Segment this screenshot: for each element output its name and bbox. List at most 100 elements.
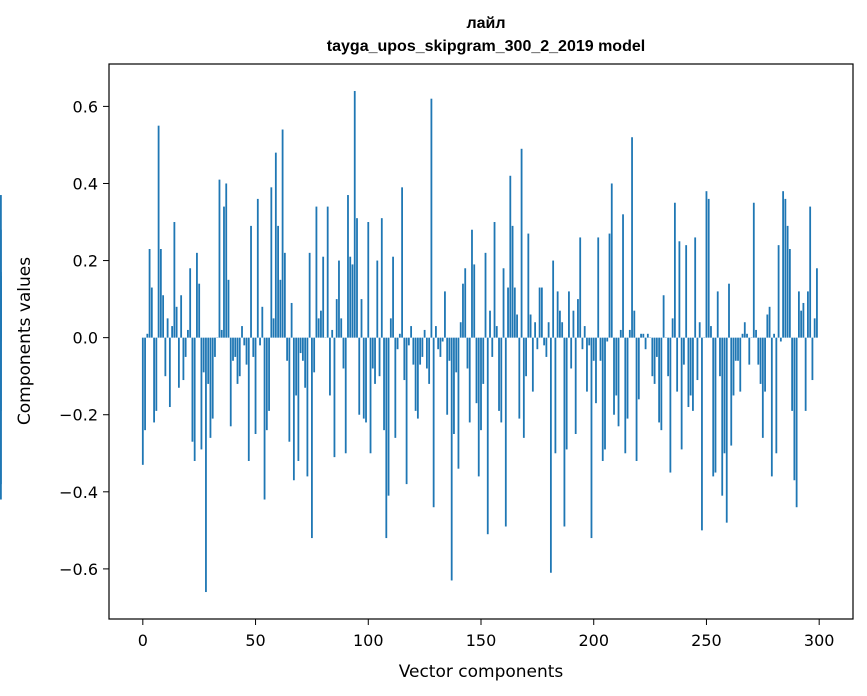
bar-170 [525,337,527,377]
bar-125 [423,329,426,338]
bar-115 [401,187,403,338]
bar-56 [268,337,270,411]
bar-187 [563,337,566,527]
bar-194 [579,237,582,338]
bar-12 [168,337,171,408]
bar-203 [599,337,602,361]
bar-281 [775,337,778,454]
bar-144 [466,337,469,369]
bar-274 [759,337,762,384]
bar-298 [813,318,816,338]
bar-110 [389,318,392,338]
bar-292 [800,310,803,338]
bar-58 [272,318,275,338]
bar-267 [743,322,746,338]
bar-121 [414,337,417,411]
bar-245 [694,237,697,338]
bar-17 [180,295,183,338]
bar-136 [448,337,451,361]
bar-168 [520,148,523,338]
chart-subtitle: tayga_upos_skipgram_300_2_2019 model [327,38,645,55]
bar-265 [739,337,742,392]
bar-37 [225,183,228,338]
bar-288 [791,337,794,411]
bar-41 [234,337,237,357]
bar-198 [588,337,591,346]
bar-93 [351,264,354,338]
bar-285 [784,198,787,338]
bar-73 [306,337,309,477]
y-tick-label: −0.4 [59,483,98,502]
bar-71 [301,337,304,361]
bar-284 [782,191,785,338]
bar-54 [263,337,266,500]
bar-230 [660,337,663,431]
x-tick-label: 0 [138,631,148,650]
bar-180 [547,322,550,338]
bar-289 [793,337,796,481]
bar-297 [811,337,814,381]
bar-253 [712,337,715,477]
bar-179 [545,337,548,357]
bar-89 [342,337,345,369]
bar-85 [333,337,336,458]
bar-102 [371,337,374,369]
bar-29 [207,337,210,384]
bar-276 [764,337,766,392]
bar-7 [157,125,160,338]
y-axis-label: Components values [15,257,35,425]
bar-158 [498,337,500,411]
bar-133 [441,337,444,342]
bar-181 [549,337,552,573]
bar-186 [561,322,564,338]
bar-237 [676,337,679,392]
bar-299 [816,268,818,338]
bar-240 [683,337,685,365]
bar-254 [714,337,717,473]
bar-92 [349,256,352,338]
bar-258 [723,337,726,454]
bar-227 [653,337,656,384]
bar-217 [631,137,633,338]
bar-296 [809,206,812,338]
bar-169 [522,337,525,438]
bar-205 [604,337,606,450]
bar-62 [281,129,284,338]
bar-14 [173,222,176,338]
bar-24 [196,252,198,338]
bar-145 [468,337,471,423]
bar-156 [493,222,496,338]
x-tick-label: 100 [353,631,384,650]
bar-278 [768,306,771,338]
bar-88 [340,318,343,338]
bar-39 [229,337,232,427]
bar-126 [425,337,428,369]
bar-268 [746,333,748,338]
bar-287 [788,249,791,338]
bar-25 [198,283,201,338]
bar-67 [292,337,295,481]
bar-246 [696,337,699,381]
bar-214 [624,337,627,454]
bar-65 [288,337,291,442]
bar-95 [356,218,358,338]
bar-109 [387,337,390,496]
bar-82 [326,206,329,338]
bar-188 [565,337,568,450]
bar-209 [613,337,615,415]
bar-131 [437,337,440,350]
bar-153 [486,337,489,535]
bar-50 [254,337,257,434]
bar-163 [509,175,512,338]
bar-113 [396,337,399,350]
bar-70 [299,337,302,354]
bar-228 [655,337,658,357]
bar-147 [473,264,476,338]
bar-229 [658,337,661,423]
bar-134 [444,291,446,338]
bar-122 [416,337,419,419]
bar-220 [637,337,640,400]
bar-23 [193,337,196,461]
bar-222 [642,333,645,338]
bar-142 [462,283,464,338]
